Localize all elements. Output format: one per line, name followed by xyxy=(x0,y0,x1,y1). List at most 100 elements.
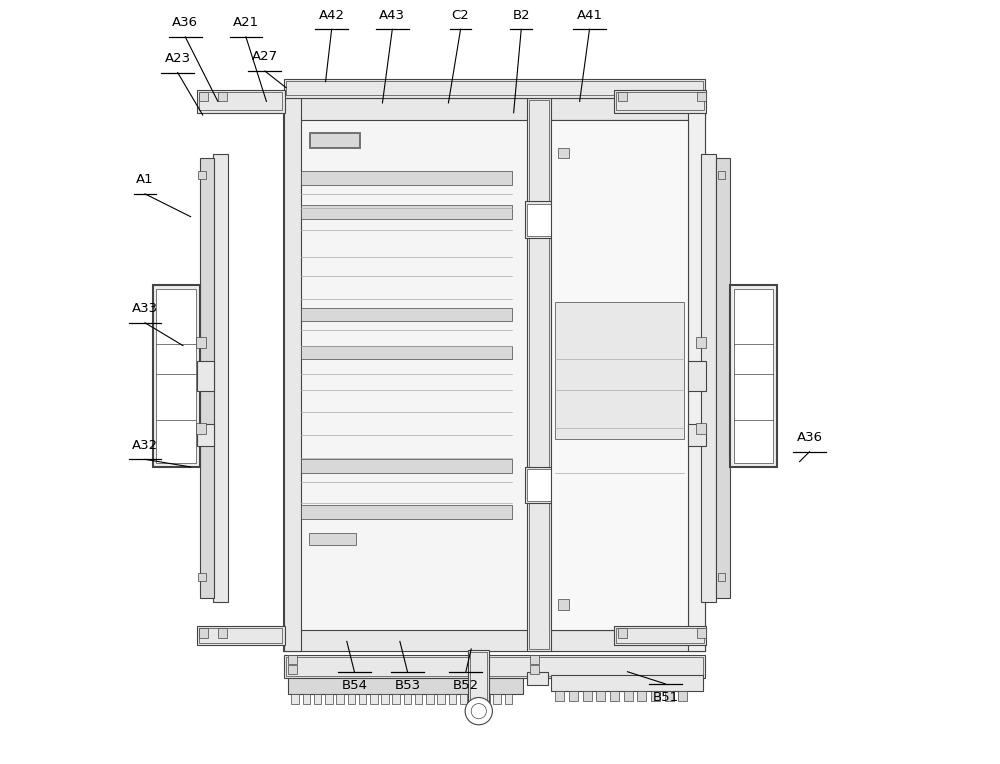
Bar xyxy=(348,694,355,704)
Bar xyxy=(614,90,706,113)
Bar xyxy=(197,424,214,446)
Circle shape xyxy=(465,698,492,725)
Bar xyxy=(730,285,777,467)
Bar xyxy=(678,691,687,701)
Bar xyxy=(426,694,434,704)
Text: A23: A23 xyxy=(165,52,191,65)
Bar xyxy=(197,626,285,645)
Bar xyxy=(637,691,646,701)
Bar xyxy=(718,573,725,581)
Bar xyxy=(734,289,773,463)
Bar xyxy=(198,171,206,179)
Bar xyxy=(286,81,703,96)
Bar xyxy=(551,121,688,630)
Bar xyxy=(529,100,549,649)
Text: A33: A33 xyxy=(132,303,158,316)
Bar xyxy=(618,629,627,638)
Bar xyxy=(392,694,400,704)
Bar xyxy=(199,629,282,643)
Bar xyxy=(697,92,706,102)
Bar xyxy=(196,337,206,348)
Text: A27: A27 xyxy=(252,50,278,63)
Bar xyxy=(153,285,200,467)
Bar xyxy=(301,308,512,322)
Bar xyxy=(530,665,539,674)
Bar xyxy=(614,626,706,645)
Bar xyxy=(651,691,660,701)
Bar xyxy=(301,459,512,473)
Bar xyxy=(558,599,569,610)
Bar xyxy=(527,672,548,685)
Bar xyxy=(482,694,490,704)
Bar xyxy=(359,694,366,704)
Bar xyxy=(596,691,605,701)
Bar xyxy=(583,691,592,701)
Bar xyxy=(284,98,705,651)
Bar xyxy=(325,694,333,704)
Text: B54: B54 xyxy=(341,679,367,692)
Bar xyxy=(301,505,512,519)
Bar xyxy=(284,98,705,121)
Text: B53: B53 xyxy=(394,679,421,692)
Bar xyxy=(415,694,422,704)
Bar xyxy=(291,694,299,704)
Bar xyxy=(301,171,512,185)
Bar xyxy=(449,694,456,704)
Bar xyxy=(696,423,706,434)
Bar xyxy=(288,678,523,694)
Bar xyxy=(718,171,725,179)
Bar xyxy=(716,158,730,598)
Bar xyxy=(525,467,554,503)
Text: A36: A36 xyxy=(796,431,822,444)
Bar xyxy=(618,92,627,102)
Bar xyxy=(218,629,227,638)
Bar xyxy=(288,665,297,674)
Text: B2: B2 xyxy=(512,8,530,21)
Bar xyxy=(336,694,344,704)
Bar xyxy=(569,691,578,701)
Circle shape xyxy=(471,704,486,719)
Bar xyxy=(527,469,552,501)
Bar xyxy=(309,131,360,148)
Text: A42: A42 xyxy=(319,8,345,21)
Bar xyxy=(525,202,554,238)
Bar xyxy=(688,361,706,391)
Bar xyxy=(199,92,208,102)
Bar xyxy=(288,655,297,664)
Bar xyxy=(199,92,282,111)
Bar xyxy=(688,424,706,446)
Bar xyxy=(688,98,705,651)
Bar xyxy=(198,573,206,581)
Bar xyxy=(460,694,467,704)
Bar xyxy=(218,92,227,102)
Bar xyxy=(470,652,487,701)
Text: C2: C2 xyxy=(452,8,469,21)
Text: B51: B51 xyxy=(652,691,678,704)
Bar xyxy=(471,694,479,704)
Bar xyxy=(303,694,310,704)
Bar xyxy=(558,147,569,158)
Text: A32: A32 xyxy=(132,439,158,452)
Bar xyxy=(701,154,716,602)
Bar xyxy=(197,90,285,113)
Bar xyxy=(555,303,684,439)
Bar xyxy=(404,694,411,704)
Bar xyxy=(610,691,619,701)
Bar xyxy=(309,533,356,545)
Bar xyxy=(493,694,501,704)
Text: B52: B52 xyxy=(453,679,479,692)
Bar xyxy=(301,345,512,359)
Bar xyxy=(284,655,705,678)
Bar xyxy=(284,98,301,651)
Bar xyxy=(697,629,706,638)
Bar xyxy=(696,337,706,348)
Text: A36: A36 xyxy=(172,16,198,29)
Bar xyxy=(213,154,228,602)
Bar xyxy=(196,423,206,434)
Bar xyxy=(527,98,551,651)
Bar xyxy=(288,102,701,647)
Text: A41: A41 xyxy=(576,8,602,21)
Bar xyxy=(551,675,703,691)
Bar xyxy=(530,655,539,664)
Bar xyxy=(310,133,359,147)
